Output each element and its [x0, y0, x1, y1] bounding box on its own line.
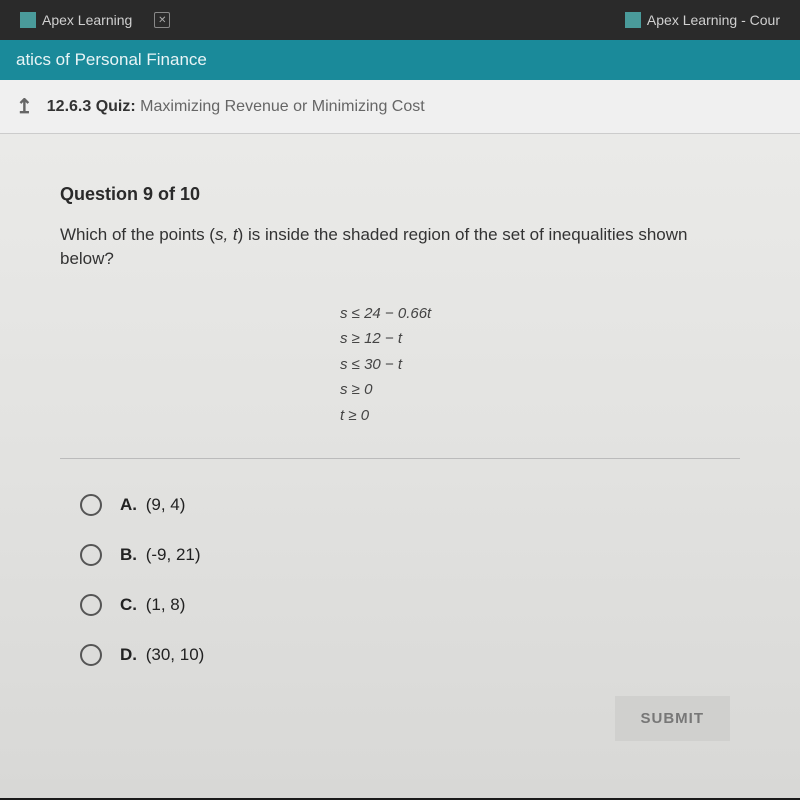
inequality-line: s ≤ 24 − 0.66t — [340, 301, 740, 327]
question-prompt: Which of the points (s, t) is inside the… — [60, 223, 740, 271]
option-c[interactable]: C. (1, 8) — [80, 594, 740, 616]
option-a[interactable]: A. (9, 4) — [80, 494, 740, 516]
option-value: (1, 8) — [146, 595, 186, 614]
tab-apex-learning-1[interactable]: Apex Learning — [10, 8, 142, 32]
back-arrow-icon[interactable]: ↥ — [16, 94, 33, 119]
option-letter: B. — [120, 545, 137, 564]
radio-icon[interactable] — [80, 644, 102, 666]
lesson-title: Maximizing Revenue or Minimizing Cost — [140, 98, 425, 115]
close-tab-icon[interactable]: ✕ — [154, 12, 170, 28]
tab-label: Apex Learning — [42, 12, 132, 28]
option-value: (30, 10) — [146, 645, 205, 664]
lesson-type: Quiz: — [96, 98, 136, 115]
breadcrumb-text: 12.6.3 Quiz: Maximizing Revenue or Minim… — [47, 98, 425, 116]
breadcrumb: ↥ 12.6.3 Quiz: Maximizing Revenue or Min… — [0, 80, 800, 134]
course-title: atics of Personal Finance — [16, 50, 207, 69]
submit-row: SUBMIT — [60, 696, 740, 741]
inequality-line: s ≥ 12 − t — [340, 326, 740, 352]
option-letter: D. — [120, 645, 137, 664]
apex-favicon-icon — [20, 12, 36, 28]
answer-options: A. (9, 4) B. (-9, 21) C. (1, 8) D. (30, … — [60, 494, 740, 666]
inequality-line: s ≥ 0 — [340, 377, 740, 403]
tab-apex-learning-2[interactable]: Apex Learning - Cour — [615, 8, 790, 32]
option-letter: A. — [120, 495, 137, 514]
option-letter: C. — [120, 595, 137, 614]
quiz-content: Question 9 of 10 Which of the points (s,… — [0, 134, 800, 798]
option-value: (9, 4) — [146, 495, 186, 514]
option-d[interactable]: D. (30, 10) — [80, 644, 740, 666]
radio-icon[interactable] — [80, 494, 102, 516]
inequality-line: s ≤ 30 − t — [340, 352, 740, 378]
tab-label: Apex Learning - Cour — [647, 12, 780, 28]
inequalities-block: s ≤ 24 − 0.66t s ≥ 12 − t s ≤ 30 − t s ≥… — [340, 301, 740, 429]
option-b[interactable]: B. (-9, 21) — [80, 544, 740, 566]
divider — [60, 458, 740, 459]
submit-button[interactable]: SUBMIT — [615, 696, 731, 741]
apex-favicon-icon — [625, 12, 641, 28]
radio-icon[interactable] — [80, 544, 102, 566]
inequality-line: t ≥ 0 — [340, 403, 740, 429]
radio-icon[interactable] — [80, 594, 102, 616]
lesson-number: 12.6.3 — [47, 98, 91, 115]
course-title-bar: atics of Personal Finance — [0, 40, 800, 80]
browser-tabs-bar: Apex Learning ✕ Apex Learning - Cour — [0, 0, 800, 40]
option-value: (-9, 21) — [146, 545, 201, 564]
question-counter: Question 9 of 10 — [60, 184, 740, 205]
